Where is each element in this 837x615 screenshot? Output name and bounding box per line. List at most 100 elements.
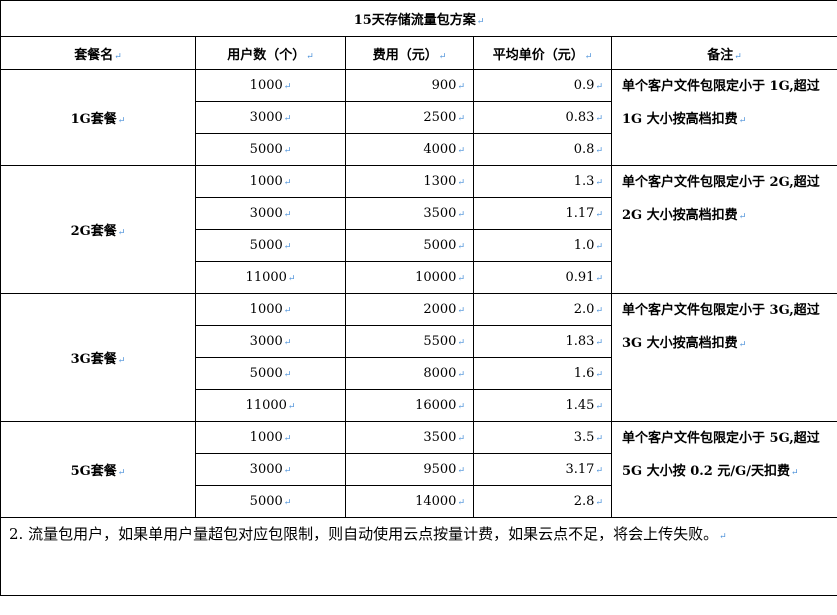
- package-note-text: 单个客户文件包限定小于 3G,超过 3G 大小按高档扣费: [622, 303, 820, 351]
- user-count: 1000: [195, 165, 346, 198]
- user-count: 11000: [195, 389, 346, 422]
- user-count: 3000: [195, 101, 346, 134]
- table-row: 2G套餐 1000 1300 1.3 单个客户文件包限定小于 2G,超过 2G 大小按高…: [0, 165, 837, 294]
- unit-price-text: 1.0: [574, 238, 603, 253]
- header-cost: 费用（元）: [345, 36, 474, 70]
- cost-text: 9500: [423, 462, 465, 477]
- unit-price-text: 3.5: [574, 430, 603, 445]
- header-text: 费用（元）: [373, 48, 447, 63]
- unit-price: 1.6: [473, 357, 612, 390]
- package-name-text: 2G套餐: [71, 224, 126, 239]
- package-name: 1G套餐: [0, 69, 196, 166]
- unit-price: 0.91: [473, 261, 612, 294]
- unit-price: 3.17: [473, 453, 612, 486]
- table-row: 3G套餐 1000 2000 2.0 单个客户文件包限定小于 3G,超过 3G 大小按高…: [0, 293, 837, 422]
- table-row: 5000 5000 1.0: [1, 229, 837, 262]
- header-text: 套餐名: [74, 48, 122, 63]
- unit-price: 0.8: [473, 133, 612, 166]
- unit-price-text: 1.83: [566, 334, 604, 349]
- cost-text: 5500: [423, 334, 465, 349]
- unit-price-text: 0.91: [566, 270, 604, 285]
- table-row: 5000 8000 1.6: [1, 357, 837, 390]
- user-count-text: 5000: [250, 366, 292, 381]
- cost-text: 14000: [415, 494, 465, 509]
- cost-text: 2500: [423, 110, 465, 125]
- table-row: 3000 2500 0.83: [1, 101, 837, 134]
- unit-price-text: 1.3: [574, 174, 603, 189]
- package-name-text: 3G套餐: [71, 352, 126, 367]
- user-count: 3000: [195, 453, 346, 486]
- user-count: 3000: [195, 325, 346, 358]
- cost-text: 3500: [423, 430, 465, 445]
- header-text: 平均单价（元）: [493, 48, 593, 63]
- user-count: 5000: [195, 229, 346, 262]
- package-note: 单个客户文件包限定小于 3G,超过 3G 大小按高档扣费: [610, 293, 837, 422]
- table-row: 5000 14000 2.8: [1, 485, 837, 518]
- user-count-text: 1000: [250, 78, 292, 93]
- cost-text: 8000: [423, 366, 465, 381]
- package-note: 单个客户文件包限定小于 1G,超过 1G 大小按高档扣费: [610, 69, 837, 166]
- cost: 3500: [345, 421, 474, 454]
- footer-note: 2. 流量包用户，如果单用户量超包对应包限制，则自动使用云点按量计费，如果云点不…: [0, 517, 837, 596]
- cost: 8000: [345, 357, 474, 390]
- package-name-text: 1G套餐: [71, 112, 126, 127]
- cost-text: 900: [432, 78, 465, 93]
- user-count: 11000: [195, 261, 346, 294]
- table-row: 11000 16000 1.45: [1, 389, 837, 422]
- unit-price: 1.45: [473, 389, 612, 422]
- user-count-text: 5000: [250, 494, 292, 509]
- table-row: 1G套餐 1000 900 0.9 单个客户文件包限定小于 1G,超过 1G 大小按高档…: [0, 69, 837, 166]
- unit-price: 1.83: [473, 325, 612, 358]
- table-title: 15天存储流量包方案: [0, 0, 837, 37]
- unit-price: 1.3: [473, 165, 612, 198]
- cost: 9500: [345, 453, 474, 486]
- package-name: 3G套餐: [0, 293, 196, 422]
- cost-text: 5000: [423, 238, 465, 253]
- unit-price: 2.8: [473, 485, 612, 518]
- cost: 2000: [345, 293, 474, 326]
- user-count-text: 5000: [250, 238, 292, 253]
- unit-price-text: 1.17: [566, 206, 604, 221]
- title-row: 15天存储流量包方案: [0, 0, 837, 37]
- unit-price-text: 3.17: [566, 462, 604, 477]
- user-count-text: 3000: [250, 334, 292, 349]
- cost: 4000: [345, 133, 474, 166]
- header-unit-price: 平均单价（元）: [473, 36, 612, 70]
- header-users: 用户数（个）: [195, 36, 346, 70]
- header-notes: 备注: [610, 36, 837, 70]
- unit-price: 2.0: [473, 293, 612, 326]
- unit-price: 1.0: [473, 229, 612, 262]
- user-count: 1000: [195, 293, 346, 326]
- unit-price-text: 0.83: [566, 110, 604, 125]
- unit-price-text: 0.9: [574, 78, 603, 93]
- cost-text: 10000: [415, 270, 465, 285]
- unit-price-text: 1.45: [566, 398, 604, 413]
- user-count-text: 11000: [246, 398, 296, 413]
- cost: 1300: [345, 165, 474, 198]
- user-count-text: 5000: [250, 142, 292, 157]
- cost: 14000: [345, 485, 474, 518]
- table-row: 5000 4000 0.8: [1, 133, 837, 166]
- cost: 3500: [345, 197, 474, 230]
- cost: 16000: [345, 389, 474, 422]
- unit-price: 1.17: [473, 197, 612, 230]
- header-text: 用户数（个）: [227, 48, 314, 63]
- package-name-text: 5G套餐: [71, 464, 126, 479]
- user-count-text: 1000: [250, 430, 292, 445]
- unit-price-text: 0.8: [574, 142, 603, 157]
- user-count-text: 1000: [250, 302, 292, 317]
- cost-text: 4000: [423, 142, 465, 157]
- unit-price-text: 2.0: [574, 302, 603, 317]
- table-row: 5G套餐 1000 3500 3.5 单个客户文件包限定小于 5G,超过 5G 大小按 …: [0, 421, 837, 518]
- table-title-text: 15天存储流量包方案: [354, 13, 485, 28]
- package-name: 5G套餐: [0, 421, 196, 518]
- unit-price: 0.83: [473, 101, 612, 134]
- cost: 900: [345, 69, 474, 102]
- unit-price: 0.9: [473, 69, 612, 102]
- user-count: 1000: [195, 69, 346, 102]
- unit-price-text: 1.6: [574, 366, 603, 381]
- cost-text: 1300: [423, 174, 465, 189]
- header-text: 备注: [707, 48, 742, 63]
- user-count: 5000: [195, 357, 346, 390]
- package-note-text: 单个客户文件包限定小于 1G,超过 1G 大小按高档扣费: [622, 79, 820, 127]
